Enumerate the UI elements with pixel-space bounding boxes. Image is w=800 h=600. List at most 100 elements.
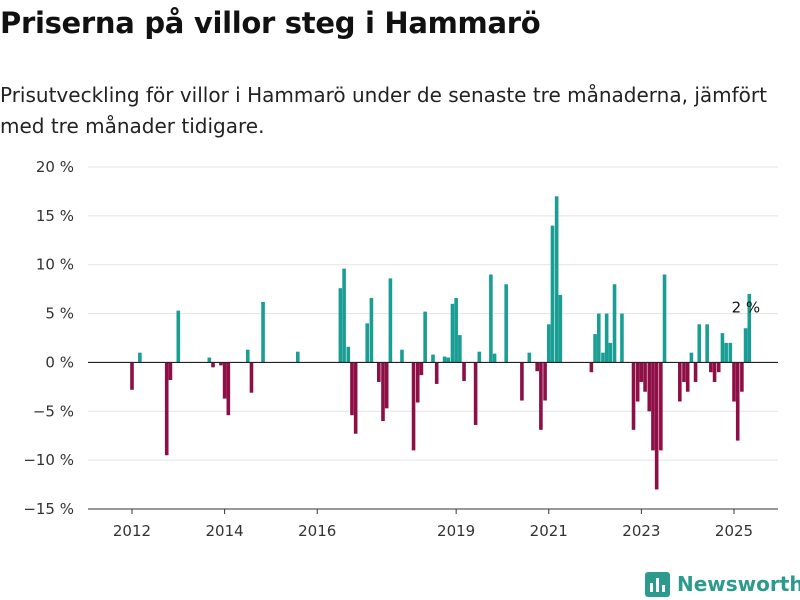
y-axis: −15 % −10 % −5 % 0 % 5 % 10 % 15 % 20 %	[23, 158, 74, 518]
bar	[535, 362, 539, 372]
bar	[643, 362, 647, 392]
bar	[685, 362, 690, 392]
bar	[477, 351, 482, 363]
bar	[724, 342, 728, 363]
bar	[612, 284, 617, 363]
bar	[604, 313, 609, 363]
bar	[689, 352, 694, 363]
bar	[593, 334, 597, 363]
bar	[728, 342, 733, 363]
bar	[720, 333, 725, 363]
bar	[338, 288, 343, 363]
bar-series	[130, 196, 752, 490]
x-tick-label: 2023	[622, 522, 660, 540]
bar	[249, 362, 254, 393]
bar	[693, 362, 698, 382]
x-tick-label: 2021	[530, 522, 568, 540]
bar	[222, 362, 227, 399]
bar	[342, 268, 346, 363]
y-tick-label: −5 %	[33, 402, 74, 420]
bar	[369, 297, 374, 363]
newsworthy-brand: Newsworthy	[645, 569, 800, 599]
bar	[423, 311, 427, 363]
bar	[589, 362, 594, 373]
bar	[659, 362, 663, 451]
bar	[539, 362, 543, 430]
x-tick-label: 2025	[715, 522, 753, 540]
bar	[415, 362, 420, 403]
bar	[546, 324, 551, 363]
chart-title: Priserna på villor steg i Hammarö	[0, 6, 541, 40]
bar	[550, 225, 555, 363]
bar	[554, 196, 559, 363]
bar	[504, 284, 508, 363]
bar	[164, 362, 169, 456]
bar	[211, 362, 215, 368]
bar	[543, 362, 547, 401]
bar	[365, 323, 370, 363]
bar	[747, 294, 752, 363]
bar	[138, 352, 142, 363]
bar	[377, 362, 381, 382]
bar	[662, 274, 667, 363]
bar	[346, 346, 351, 363]
data-labels: 2 %	[732, 299, 761, 317]
y-tick-label: 20 %	[36, 158, 74, 176]
bar	[520, 362, 524, 401]
bar	[631, 362, 636, 430]
bar	[654, 362, 659, 490]
bar	[176, 310, 181, 363]
bar	[381, 362, 385, 422]
x-tick-label: 2016	[298, 522, 336, 540]
bar	[384, 362, 389, 409]
bar	[527, 352, 532, 363]
bar	[400, 349, 404, 363]
y-tick-label: 15 %	[36, 207, 74, 225]
bar	[682, 362, 686, 382]
bar	[350, 362, 354, 416]
bar	[735, 362, 740, 441]
bar	[388, 278, 393, 363]
bar	[226, 362, 231, 416]
bar	[295, 351, 300, 363]
bar	[709, 362, 713, 373]
y-tick-label: 10 %	[36, 256, 74, 274]
bar	[458, 335, 462, 363]
bar	[558, 295, 563, 363]
bar	[732, 362, 736, 402]
bar	[446, 357, 451, 363]
bar	[620, 313, 624, 363]
bar	[635, 362, 640, 402]
bar	[168, 362, 173, 381]
y-tick-label: −10 %	[23, 451, 74, 469]
x-tick-label: 2019	[437, 522, 475, 540]
data-label-latest: 2 %	[732, 299, 761, 317]
y-tick-label: 0 %	[45, 353, 74, 371]
bar	[353, 362, 358, 434]
bar-chart-logo-icon	[645, 571, 670, 597]
bar	[261, 301, 265, 363]
bar	[462, 362, 466, 381]
bar	[596, 313, 601, 363]
bar	[705, 324, 709, 363]
bar	[442, 356, 447, 363]
bar	[219, 362, 223, 366]
bar	[716, 362, 721, 373]
bar	[450, 303, 455, 363]
x-axis: 2012 2014 2016 2019 2021 2023 2025	[88, 508, 778, 540]
bar	[608, 342, 613, 363]
bar	[639, 362, 644, 382]
bar	[647, 362, 652, 412]
brand-name: Newsworthy	[677, 572, 800, 596]
bar	[492, 353, 497, 363]
bar	[473, 362, 478, 425]
bar	[419, 362, 424, 376]
y-tick-label: −15 %	[23, 500, 74, 518]
gridlines	[88, 166, 778, 510]
bar	[207, 357, 212, 363]
bar	[454, 297, 458, 363]
bar	[411, 362, 416, 451]
bar	[489, 274, 493, 363]
bar	[434, 362, 439, 384]
